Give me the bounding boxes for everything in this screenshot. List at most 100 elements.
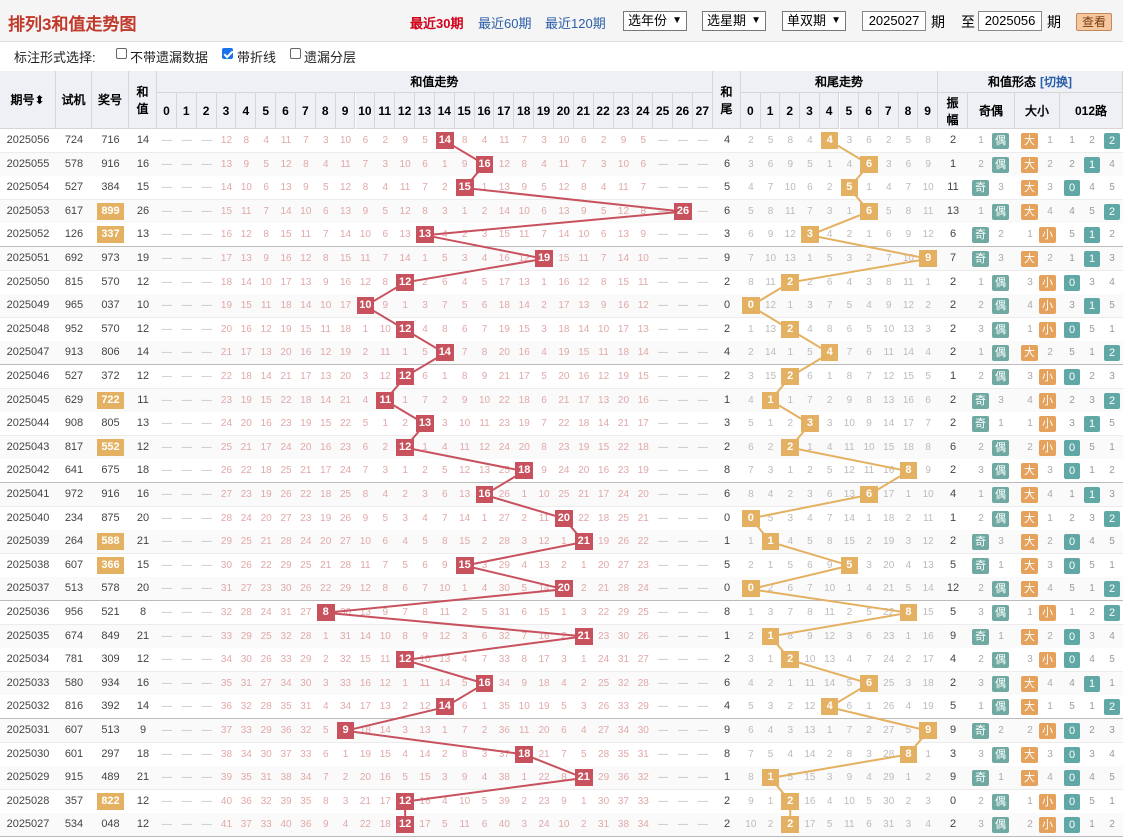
omission-cell: 2 [402, 489, 408, 500]
omission-cell: 10 [637, 253, 649, 264]
omission-cell: 7 [382, 559, 389, 571]
omission-cell: 41 [220, 819, 233, 831]
omission-cell: 3 [978, 748, 984, 760]
omission-cell: 7 [303, 135, 309, 146]
omission-cell: 1 [1069, 135, 1075, 146]
from-issue-input[interactable]: 2025027 [862, 11, 926, 31]
omission-cell: 20 [220, 323, 233, 335]
omission-cell: 24 [240, 512, 252, 524]
sum-col-5: 5 [256, 93, 277, 129]
omission-cell: 11 [804, 677, 816, 689]
omission-cell: 30 [260, 748, 272, 760]
issue-cell: 2025029 [6, 771, 50, 784]
omission-cell: 6 [905, 158, 912, 170]
omission-cell: 9 [925, 158, 931, 170]
omission-cell: — [181, 819, 192, 831]
amp-cell: 5 [949, 558, 957, 571]
omission-cell: 3 [541, 135, 547, 146]
tail-col-4: 4 [819, 93, 840, 129]
omission-cell: 4 [461, 276, 468, 288]
omission-cell: 3 [905, 819, 912, 831]
omission-cell: 18 [300, 394, 312, 406]
no-omission-checkbox[interactable] [116, 48, 127, 59]
range-60-link[interactable]: 最近60期 [478, 16, 532, 31]
weekday-select[interactable]: 选星期 ▼ [702, 11, 766, 31]
omission-cell: — [181, 748, 192, 760]
omission-cell: 23 [558, 441, 570, 453]
issue-cell: 2025032 [6, 700, 50, 713]
tail-ball: 8 [899, 745, 918, 763]
omission-cell: 9 [382, 300, 389, 312]
omission-cell: 5 [767, 512, 774, 524]
sum-ball: 12 [396, 816, 415, 834]
omission-cell: 3 [885, 158, 892, 170]
omission-cell: — [697, 536, 708, 548]
omission-cell: 2 [422, 465, 428, 477]
omission-cell: 5 [1069, 229, 1075, 241]
omission-cell: 8 [322, 795, 329, 807]
omission-layer-checkbox[interactable] [290, 48, 301, 59]
omission-cell: 40 [220, 795, 233, 807]
omission-cell: — [658, 725, 669, 736]
omission-cell: 5 [1069, 347, 1075, 359]
omission-cell: 26 [300, 583, 312, 595]
omission-cell: 15 [843, 536, 855, 548]
omission-cell: 39 [498, 795, 510, 807]
omission-cell: 17 [220, 253, 233, 264]
sum-col-22: 22 [593, 93, 614, 129]
omission-cell: 2 [787, 489, 794, 500]
omission-cell: 3 [998, 536, 1004, 548]
range-120-link[interactable]: 最近120期 [545, 16, 606, 31]
tail-header: 和尾 [713, 71, 741, 129]
prize-cell: 489 [101, 771, 120, 784]
sum-ball: 26 [674, 202, 692, 220]
sum-cell: 14 [136, 346, 150, 359]
omission-cell: 5 [263, 158, 269, 170]
omission-cell: 5 [322, 182, 329, 194]
omission-cell: 14 [637, 347, 649, 359]
omission-cell: 25 [498, 465, 510, 477]
to-issue-input[interactable]: 2025056 [978, 11, 1042, 31]
omission-cell: 14 [902, 347, 914, 359]
tail-cell: 3 [723, 228, 731, 241]
omission-cell: 15 [220, 205, 233, 217]
omission-cell: 5 [382, 512, 389, 524]
parity-select[interactable]: 单双期 ▼ [782, 11, 846, 31]
route-tag: 0 [1064, 534, 1080, 551]
omission-cell: — [181, 512, 192, 524]
omission-cell: 8 [382, 276, 389, 288]
tail-ball: 2 [781, 651, 800, 669]
omission-cell: 8 [826, 323, 833, 335]
sum-ball: 13 [416, 415, 434, 433]
omission-cell: 15 [518, 323, 530, 335]
omission-cell: 4 [846, 654, 853, 666]
sum-cell: 10 [136, 299, 150, 312]
omission-cell: — [697, 654, 708, 666]
omission-cell: 19 [300, 418, 312, 430]
switch-link[interactable]: [切换] [1040, 75, 1072, 89]
year-select[interactable]: 选年份 ▼ [623, 11, 687, 31]
prize-cell: 309 [101, 653, 120, 666]
omission-cell: 22 [260, 559, 272, 571]
omission-cell: 3 [481, 748, 488, 760]
polyline-checkbox[interactable] [222, 48, 233, 59]
query-button[interactable]: 查看 [1076, 13, 1112, 31]
omission-cell: 2 [826, 748, 833, 760]
issue-cell: 2025053 [6, 204, 50, 217]
omission-cell: — [697, 795, 708, 807]
amp-header: 振幅 [938, 93, 968, 129]
omission-cell: 20 [598, 559, 610, 571]
omission-cell: 29 [220, 536, 233, 548]
omission-cell: 11 [785, 205, 796, 217]
range-30-link[interactable]: 最近30期 [410, 16, 464, 31]
omission-cell: 6 [866, 819, 872, 831]
trial-cell: 357 [64, 794, 84, 807]
omission-cell: 13 [260, 347, 272, 359]
omission-cell: 9 [362, 205, 369, 217]
omission-cell: 3 [1089, 748, 1095, 760]
trial-cell: 607 [64, 724, 84, 736]
omission-cell: 13 [883, 394, 895, 406]
omission-cell: 7 [866, 371, 872, 382]
omission-cell: — [678, 512, 689, 524]
omission-cell: 26 [883, 701, 895, 713]
